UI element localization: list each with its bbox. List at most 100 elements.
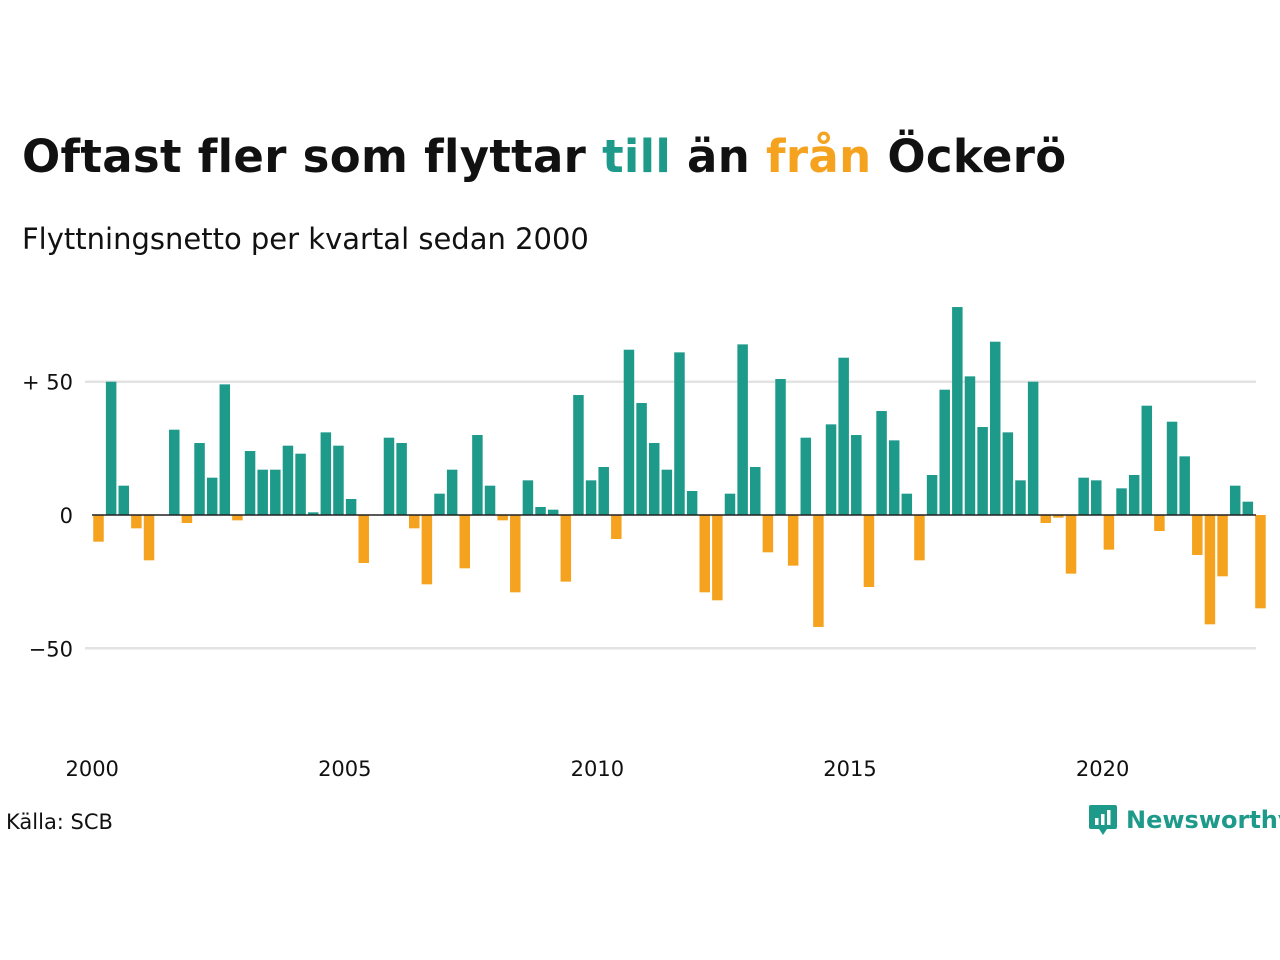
bar xyxy=(345,499,357,515)
bar xyxy=(1091,480,1102,515)
title-part-3: Öckerö xyxy=(871,130,1067,183)
bar xyxy=(472,435,483,515)
title-fran: från xyxy=(766,130,872,183)
bar xyxy=(560,515,572,582)
x-tick-label: 2015 xyxy=(823,757,876,781)
bar-chart: + 50 0 −50 2000 2005 2010 2015 2020 xyxy=(22,307,1266,781)
bar xyxy=(623,349,635,515)
bar xyxy=(813,515,824,627)
bar xyxy=(434,493,445,515)
bar xyxy=(1229,485,1241,515)
bar xyxy=(1002,432,1014,515)
chart-title: Oftast fler som flyttar till än från Öck… xyxy=(22,130,1066,183)
bar xyxy=(863,515,875,587)
bar xyxy=(181,515,193,523)
bar xyxy=(1053,515,1064,518)
bar xyxy=(1015,480,1026,515)
bar xyxy=(775,379,786,515)
bar xyxy=(510,515,521,593)
bar xyxy=(358,515,369,563)
bar xyxy=(307,512,319,515)
bar xyxy=(1128,475,1140,515)
bar xyxy=(522,480,534,515)
x-tick-label: 2010 xyxy=(571,757,624,781)
bar xyxy=(1179,456,1190,515)
bar xyxy=(977,427,988,515)
bar xyxy=(699,515,710,593)
bar xyxy=(952,307,963,515)
bar xyxy=(825,424,837,515)
source-note: Källa: SCB xyxy=(6,810,113,834)
bar xyxy=(851,435,862,515)
newsworthy-logo-icon xyxy=(1089,805,1117,835)
bar xyxy=(964,376,976,515)
bar xyxy=(535,507,546,515)
bar xyxy=(661,469,673,515)
title-part-1: Oftast fler som flyttar xyxy=(22,130,603,183)
y-tick-label: + 50 xyxy=(22,371,73,395)
x-tick-label: 2000 xyxy=(65,757,118,781)
bar xyxy=(206,477,218,515)
bar xyxy=(421,515,433,585)
bar xyxy=(257,469,268,515)
title-part-2: än xyxy=(671,130,767,183)
bar xyxy=(131,515,142,529)
bar xyxy=(244,451,256,515)
y-tick-label: −50 xyxy=(29,637,73,661)
bar xyxy=(800,437,812,515)
bar xyxy=(547,509,559,515)
bar xyxy=(1116,488,1127,515)
bar xyxy=(1141,405,1153,515)
bar xyxy=(497,515,508,521)
bar xyxy=(169,429,180,515)
bar xyxy=(93,515,104,542)
bar xyxy=(219,384,231,515)
bar xyxy=(105,381,117,515)
bar xyxy=(459,515,471,569)
brand-name: Newsworthy xyxy=(1126,806,1280,834)
bar xyxy=(573,395,584,515)
x-tick-label: 2005 xyxy=(318,757,371,781)
bar xyxy=(636,403,647,515)
bar xyxy=(446,469,458,515)
bar xyxy=(1204,515,1216,625)
brand-logo[interactable]: Newsworthy xyxy=(1088,803,1280,837)
bar xyxy=(1154,515,1165,531)
bar xyxy=(383,437,395,515)
bar xyxy=(1065,515,1077,574)
bar xyxy=(939,389,950,515)
y-tick-label: 0 xyxy=(60,504,73,528)
bar xyxy=(1027,381,1039,515)
bar xyxy=(333,445,344,515)
bar xyxy=(989,341,1001,515)
bar xyxy=(585,480,597,515)
bar xyxy=(1242,501,1254,515)
grid-lines xyxy=(85,380,1256,650)
bar xyxy=(1166,421,1178,515)
bar xyxy=(598,467,609,515)
bar xyxy=(876,411,887,515)
bar xyxy=(611,515,622,539)
bar xyxy=(724,493,736,515)
bar xyxy=(686,491,698,515)
bar xyxy=(1103,515,1115,550)
bar xyxy=(409,515,420,529)
chart-subtitle: Flyttningsnetto per kvartal sedan 2000 xyxy=(22,222,589,256)
bar xyxy=(926,475,938,515)
bar xyxy=(787,515,799,566)
title-till: till xyxy=(602,130,672,183)
bar xyxy=(901,493,913,515)
x-tick-label: 2020 xyxy=(1076,757,1129,781)
axes: + 50 0 −50 2000 2005 2010 2015 2020 xyxy=(22,371,1256,781)
bar xyxy=(1078,477,1089,515)
bar xyxy=(712,515,723,601)
bar xyxy=(295,453,306,515)
bar xyxy=(762,515,774,553)
bar xyxy=(1255,515,1266,609)
bar xyxy=(484,485,496,515)
bar xyxy=(914,515,925,561)
bar xyxy=(143,515,155,561)
bar xyxy=(396,443,407,515)
bar xyxy=(1217,515,1228,577)
bar xyxy=(194,443,205,515)
